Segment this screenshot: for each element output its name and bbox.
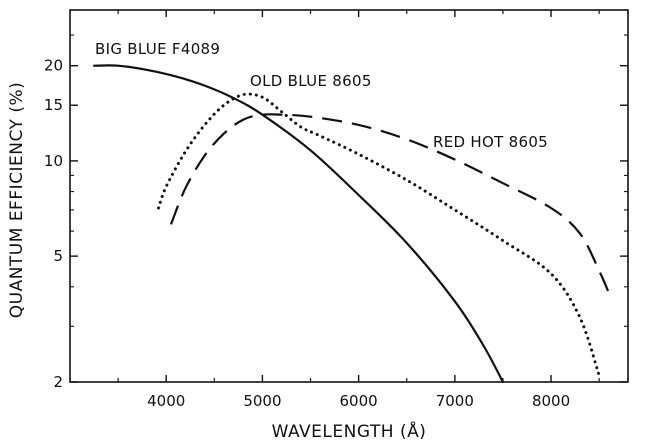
series-label-old-blue: OLD BLUE 8605 xyxy=(250,72,372,90)
y-axis-ticks: 2 5 10 15 20 xyxy=(44,9,628,391)
x-tick-label: 6000 xyxy=(340,392,378,410)
y-tick-label: 5 xyxy=(53,247,63,265)
x-tick-label: 5000 xyxy=(243,392,281,410)
series-line-old-blue xyxy=(157,92,601,377)
x-tick-label: 4000 xyxy=(147,392,185,410)
series-line-red-hot xyxy=(169,113,612,298)
series-lines xyxy=(93,64,612,384)
series-line-big-blue xyxy=(93,64,504,384)
plot-border xyxy=(69,9,629,383)
y-tick-label: 2 xyxy=(53,373,63,391)
x-axis-ticks: 4000 5000 6000 7000 8000 xyxy=(117,10,600,410)
y-tick-label: 15 xyxy=(44,96,63,114)
y-axis-title: QUANTUM EFFICIENCY (%) xyxy=(7,82,27,319)
x-tick-label: 8000 xyxy=(532,392,570,410)
y-tick-label: 20 xyxy=(44,57,63,75)
series-label-big-blue: BIG BLUE F4089 xyxy=(95,40,220,58)
x-tick-label: 7000 xyxy=(436,392,474,410)
x-axis-title: WAVELENGTH (Å) xyxy=(272,420,427,442)
plot-frame xyxy=(69,9,629,383)
y-tick-label: 10 xyxy=(44,152,63,170)
series-label-red-hot: RED HOT 8605 xyxy=(433,133,548,151)
